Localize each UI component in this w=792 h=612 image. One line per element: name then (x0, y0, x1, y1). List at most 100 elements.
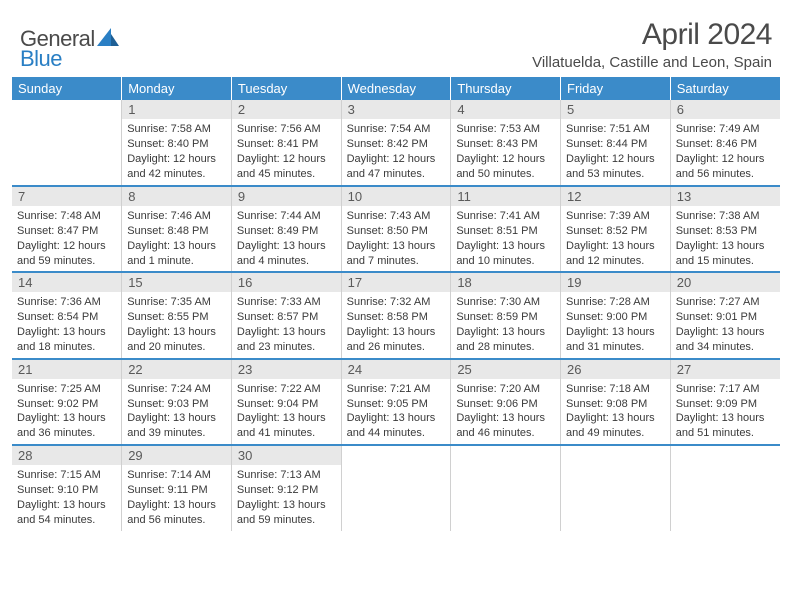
calendar-cell: 18Sunrise: 7:30 AMSunset: 8:59 PMDayligh… (451, 272, 561, 358)
day-content: Sunrise: 7:15 AMSunset: 9:10 PMDaylight:… (12, 465, 121, 530)
weekday-header: Tuesday (231, 77, 341, 100)
day-number: 24 (342, 360, 451, 379)
calendar-cell: 30Sunrise: 7:13 AMSunset: 9:12 PMDayligh… (231, 445, 341, 531)
day-number: 1 (122, 100, 231, 119)
weekday-header: Friday (561, 77, 671, 100)
location-text: Villatuelda, Castille and Leon, Spain (532, 54, 772, 71)
header-right: April 2024 Villatuelda, Castille and Leo… (532, 18, 772, 71)
day-content: Sunrise: 7:35 AMSunset: 8:55 PMDaylight:… (122, 292, 231, 357)
day-number: 20 (671, 273, 780, 292)
day-content: Sunrise: 7:46 AMSunset: 8:48 PMDaylight:… (122, 206, 231, 271)
day-number: 3 (342, 100, 451, 119)
weekday-header: Thursday (451, 77, 561, 100)
day-content: Sunrise: 7:24 AMSunset: 9:03 PMDaylight:… (122, 379, 231, 444)
calendar-cell: 23Sunrise: 7:22 AMSunset: 9:04 PMDayligh… (231, 359, 341, 445)
calendar-cell: 1Sunrise: 7:58 AMSunset: 8:40 PMDaylight… (122, 100, 232, 186)
day-number: 28 (12, 446, 121, 465)
calendar-cell: 14Sunrise: 7:36 AMSunset: 8:54 PMDayligh… (12, 272, 122, 358)
calendar-cell (451, 445, 561, 531)
brand-word2-wrap: Blue (20, 46, 62, 72)
weekday-header: Sunday (12, 77, 122, 100)
calendar-cell: 25Sunrise: 7:20 AMSunset: 9:06 PMDayligh… (451, 359, 561, 445)
calendar-cell: 15Sunrise: 7:35 AMSunset: 8:55 PMDayligh… (122, 272, 232, 358)
calendar-cell (12, 100, 122, 186)
calendar-cell: 13Sunrise: 7:38 AMSunset: 8:53 PMDayligh… (670, 186, 780, 272)
calendar-cell: 3Sunrise: 7:54 AMSunset: 8:42 PMDaylight… (341, 100, 451, 186)
day-content: Sunrise: 7:22 AMSunset: 9:04 PMDaylight:… (232, 379, 341, 444)
day-content: Sunrise: 7:39 AMSunset: 8:52 PMDaylight:… (561, 206, 670, 271)
day-content: Sunrise: 7:56 AMSunset: 8:41 PMDaylight:… (232, 119, 341, 184)
calendar-cell: 24Sunrise: 7:21 AMSunset: 9:05 PMDayligh… (341, 359, 451, 445)
day-content: Sunrise: 7:48 AMSunset: 8:47 PMDaylight:… (12, 206, 121, 271)
day-content: Sunrise: 7:54 AMSunset: 8:42 PMDaylight:… (342, 119, 451, 184)
calendar-cell: 28Sunrise: 7:15 AMSunset: 9:10 PMDayligh… (12, 445, 122, 531)
day-number: 11 (451, 187, 560, 206)
calendar-cell: 22Sunrise: 7:24 AMSunset: 9:03 PMDayligh… (122, 359, 232, 445)
day-number: 21 (12, 360, 121, 379)
day-content: Sunrise: 7:14 AMSunset: 9:11 PMDaylight:… (122, 465, 231, 530)
page-header: General April 2024 Villatuelda, Castille… (12, 18, 780, 71)
calendar-cell: 6Sunrise: 7:49 AMSunset: 8:46 PMDaylight… (670, 100, 780, 186)
day-content: Sunrise: 7:36 AMSunset: 8:54 PMDaylight:… (12, 292, 121, 357)
day-content: Sunrise: 7:18 AMSunset: 9:08 PMDaylight:… (561, 379, 670, 444)
day-number: 29 (122, 446, 231, 465)
day-number: 4 (451, 100, 560, 119)
day-content: Sunrise: 7:43 AMSunset: 8:50 PMDaylight:… (342, 206, 451, 271)
calendar-header-row: SundayMondayTuesdayWednesdayThursdayFrid… (12, 77, 780, 100)
day-content: Sunrise: 7:53 AMSunset: 8:43 PMDaylight:… (451, 119, 560, 184)
day-content: Sunrise: 7:41 AMSunset: 8:51 PMDaylight:… (451, 206, 560, 271)
calendar-cell: 16Sunrise: 7:33 AMSunset: 8:57 PMDayligh… (231, 272, 341, 358)
day-content: Sunrise: 7:17 AMSunset: 9:09 PMDaylight:… (671, 379, 780, 444)
day-number: 27 (671, 360, 780, 379)
calendar-cell: 2Sunrise: 7:56 AMSunset: 8:41 PMDaylight… (231, 100, 341, 186)
day-content: Sunrise: 7:38 AMSunset: 8:53 PMDaylight:… (671, 206, 780, 271)
day-number: 8 (122, 187, 231, 206)
day-number: 19 (561, 273, 670, 292)
calendar-cell (670, 445, 780, 531)
brand-word2: Blue (20, 46, 62, 71)
weekday-header: Saturday (670, 77, 780, 100)
day-number: 16 (232, 273, 341, 292)
day-content: Sunrise: 7:28 AMSunset: 9:00 PMDaylight:… (561, 292, 670, 357)
day-number: 17 (342, 273, 451, 292)
day-content: Sunrise: 7:49 AMSunset: 8:46 PMDaylight:… (671, 119, 780, 184)
day-content: Sunrise: 7:58 AMSunset: 8:40 PMDaylight:… (122, 119, 231, 184)
day-content: Sunrise: 7:25 AMSunset: 9:02 PMDaylight:… (12, 379, 121, 444)
calendar-cell: 5Sunrise: 7:51 AMSunset: 8:44 PMDaylight… (561, 100, 671, 186)
day-number: 7 (12, 187, 121, 206)
day-number: 5 (561, 100, 670, 119)
calendar-cell: 7Sunrise: 7:48 AMSunset: 8:47 PMDaylight… (12, 186, 122, 272)
weekday-header: Monday (122, 77, 232, 100)
calendar-cell: 26Sunrise: 7:18 AMSunset: 9:08 PMDayligh… (561, 359, 671, 445)
day-content: Sunrise: 7:44 AMSunset: 8:49 PMDaylight:… (232, 206, 341, 271)
day-content: Sunrise: 7:51 AMSunset: 8:44 PMDaylight:… (561, 119, 670, 184)
day-content: Sunrise: 7:13 AMSunset: 9:12 PMDaylight:… (232, 465, 341, 530)
day-number: 9 (232, 187, 341, 206)
day-number: 10 (342, 187, 451, 206)
calendar-table: SundayMondayTuesdayWednesdayThursdayFrid… (12, 77, 780, 531)
calendar-cell: 21Sunrise: 7:25 AMSunset: 9:02 PMDayligh… (12, 359, 122, 445)
day-number: 25 (451, 360, 560, 379)
brand-triangle-icon (97, 28, 119, 51)
day-number: 2 (232, 100, 341, 119)
day-number: 14 (12, 273, 121, 292)
day-number: 22 (122, 360, 231, 379)
calendar-cell (561, 445, 671, 531)
day-number: 6 (671, 100, 780, 119)
day-number: 12 (561, 187, 670, 206)
calendar-cell: 9Sunrise: 7:44 AMSunset: 8:49 PMDaylight… (231, 186, 341, 272)
calendar-cell: 27Sunrise: 7:17 AMSunset: 9:09 PMDayligh… (670, 359, 780, 445)
day-content: Sunrise: 7:32 AMSunset: 8:58 PMDaylight:… (342, 292, 451, 357)
day-content: Sunrise: 7:21 AMSunset: 9:05 PMDaylight:… (342, 379, 451, 444)
day-content: Sunrise: 7:33 AMSunset: 8:57 PMDaylight:… (232, 292, 341, 357)
calendar-body: 1Sunrise: 7:58 AMSunset: 8:40 PMDaylight… (12, 100, 780, 531)
calendar-cell: 10Sunrise: 7:43 AMSunset: 8:50 PMDayligh… (341, 186, 451, 272)
page-title: April 2024 (532, 18, 772, 52)
day-number: 23 (232, 360, 341, 379)
day-content: Sunrise: 7:30 AMSunset: 8:59 PMDaylight:… (451, 292, 560, 357)
weekday-header: Wednesday (341, 77, 451, 100)
day-content: Sunrise: 7:27 AMSunset: 9:01 PMDaylight:… (671, 292, 780, 357)
calendar-cell: 11Sunrise: 7:41 AMSunset: 8:51 PMDayligh… (451, 186, 561, 272)
calendar-cell: 17Sunrise: 7:32 AMSunset: 8:58 PMDayligh… (341, 272, 451, 358)
calendar-cell: 19Sunrise: 7:28 AMSunset: 9:00 PMDayligh… (561, 272, 671, 358)
